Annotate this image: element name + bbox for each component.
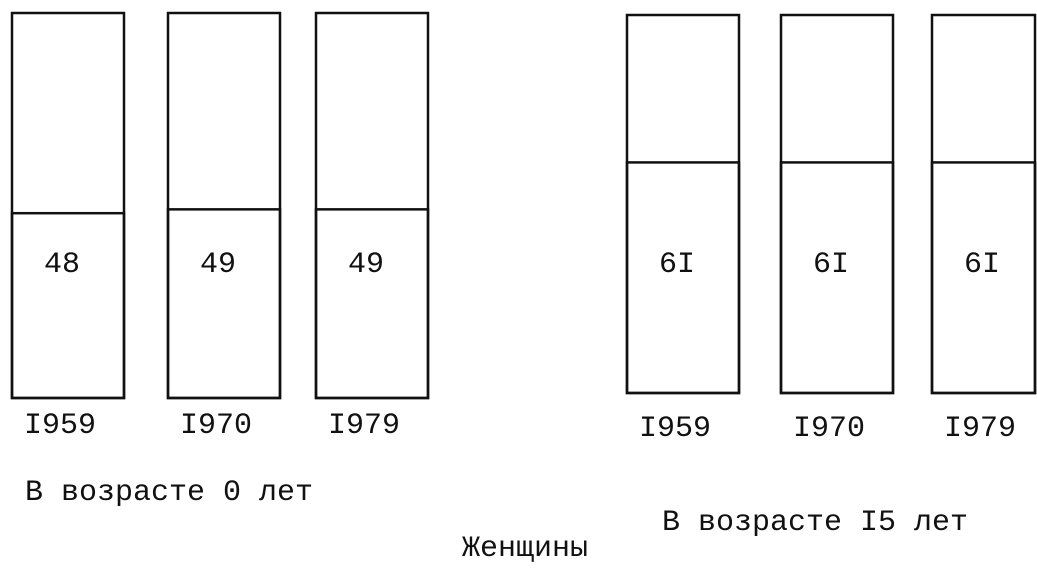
box-part: [930, 161, 1037, 395]
subtitle: В возрасте 0 лет: [25, 476, 313, 510]
x-tick-label: I970: [793, 412, 865, 446]
x-tick-label: I959: [639, 412, 711, 446]
box-frame: [166, 11, 282, 400]
chart-title: Женщины: [462, 532, 588, 566]
x-tick-label: I959: [24, 409, 96, 443]
x-tick-label: I979: [328, 409, 400, 443]
box-frame: [10, 11, 126, 400]
x-tick-label: I970: [180, 409, 252, 443]
subtitle: В возрасте I5 лет: [662, 506, 968, 540]
value-label: 48: [44, 248, 80, 282]
box-frame: [779, 13, 895, 395]
value-label: 6I: [659, 248, 695, 282]
value-label: 49: [348, 248, 384, 282]
box-part: [314, 208, 430, 400]
box-part: [10, 211, 126, 400]
box-frame: [314, 11, 430, 400]
value-label: 6I: [964, 248, 1000, 282]
box-frame: [930, 13, 1037, 395]
value-label: 49: [200, 248, 236, 282]
value-label: 6I: [813, 248, 849, 282]
box-part: [779, 161, 895, 395]
box-part: [166, 208, 282, 400]
box-frame: [625, 13, 741, 395]
x-tick-label: I979: [944, 412, 1016, 446]
box-part: [625, 161, 741, 395]
